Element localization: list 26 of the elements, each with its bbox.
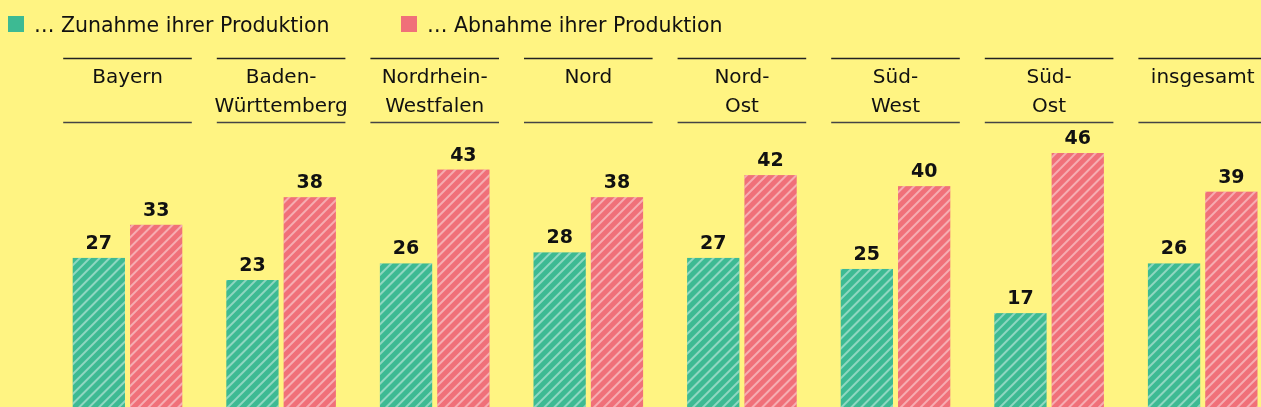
legend-label: … Abnahme ihrer Produktion (427, 12, 723, 37)
data-label: 38 (603, 170, 631, 193)
data-label: 17 (1007, 286, 1034, 309)
legend-label: … Zunahme ihrer Produktion (34, 12, 330, 37)
data-label: 26 (1160, 236, 1188, 259)
data-label: 25 (853, 241, 881, 264)
data-label: 26 (392, 236, 420, 259)
data-label: 23 (239, 253, 266, 275)
data-label: 27 (85, 230, 113, 253)
data-label: 40 (910, 159, 938, 182)
x-tick-label: Nordrhein-Westfalen (381, 64, 488, 117)
x-tick-label: Nord-Ost (714, 64, 770, 117)
data-label: 39 (1218, 164, 1245, 187)
x-tick-label: insgesamt (1150, 64, 1255, 88)
data-label: 38 (296, 170, 323, 193)
data-label: 46 (1064, 126, 1091, 148)
x-tick-label: Süd-Ost (1026, 64, 1072, 117)
x-tick-label: Baden-Württemberg (214, 64, 348, 117)
data-label: 28 (546, 225, 573, 248)
data-label: 33 (142, 197, 170, 220)
x-tick-label: Bayern (92, 64, 163, 88)
x-tick-label: Nord (564, 64, 613, 88)
data-label: 27 (700, 230, 727, 253)
data-label: 42 (757, 148, 784, 171)
data-label: 43 (450, 142, 477, 165)
x-tick-label: Süd-West (870, 64, 921, 117)
